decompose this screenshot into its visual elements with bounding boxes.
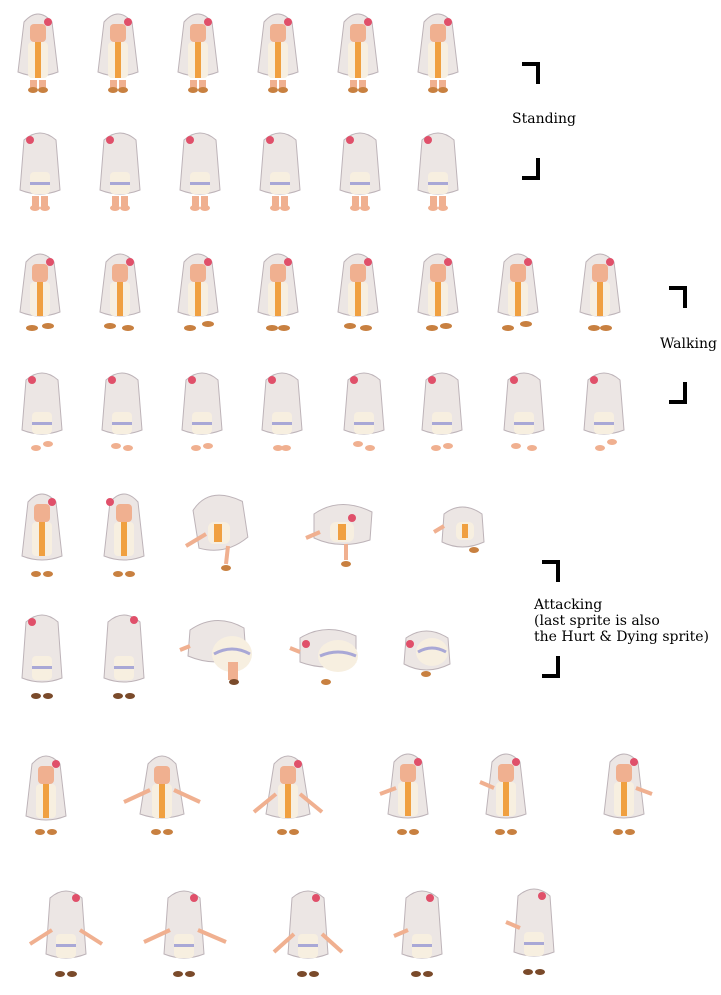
sprite-standing-front-3 — [177, 13, 219, 93]
sprite-walking-back-6 — [421, 372, 463, 451]
walking-label: Walking — [660, 336, 717, 352]
sprite-standing-back-1 — [19, 132, 61, 211]
sprite-walking-back-8 — [583, 372, 625, 451]
sprite-walking-back-3 — [181, 372, 223, 451]
sprite-attacking-front-4 — [305, 503, 373, 567]
sprite-casting-front-2 — [123, 755, 201, 835]
sprite-attacking-back-5 — [403, 630, 451, 677]
standing-label: Standing — [512, 111, 576, 127]
sprite-walking-back-5 — [343, 372, 385, 451]
attacking-label-line1: Attacking — [534, 597, 603, 613]
sprite-casting-front-3 — [252, 755, 324, 835]
sprite-standing-front-6 — [417, 13, 459, 93]
walking-bracket-bottom — [669, 382, 687, 404]
sprite-walking-front-7 — [497, 253, 539, 331]
sprite-walking-front-2 — [99, 253, 141, 331]
sprite-casting-front-6 — [603, 753, 653, 835]
sprite-walking-front-6 — [417, 253, 459, 331]
sprite-attacking-front-3 — [184, 494, 249, 571]
sprite-standing-front-4 — [257, 13, 299, 93]
sprite-walking-back-7 — [503, 372, 545, 451]
sprite-casting-front-4 — [379, 753, 429, 835]
attacking-label-line2: (last sprite is also — [534, 613, 660, 629]
walking-bracket-top — [669, 286, 687, 308]
attacking-bracket-top — [542, 560, 560, 582]
sprite-walking-front-1 — [19, 253, 61, 331]
standing-bracket-top — [522, 62, 540, 84]
sprite-standing-back-2 — [99, 132, 141, 211]
sprite-walking-back-1 — [21, 372, 63, 451]
sprite-attacking-front-1 — [21, 493, 63, 577]
sprite-casting-back-2 — [143, 890, 227, 977]
sprite-attacking-back-2 — [103, 614, 145, 699]
sprite-standing-back-3 — [179, 132, 221, 211]
sprite-casting-front-1 — [25, 755, 67, 835]
sprite-standing-back-5 — [339, 132, 381, 211]
sprite-attacking-back-1 — [21, 614, 63, 699]
sprite-casting-back-1 — [28, 890, 104, 977]
sprite-walking-back-4 — [261, 372, 303, 451]
sprite-walking-front-5 — [337, 253, 379, 331]
sprite-standing-front-2 — [97, 13, 139, 93]
attacking-label-line3: the Hurt & Dying sprite) — [534, 629, 710, 645]
sprite-walking-front-8 — [579, 253, 621, 331]
sprite-casting-back-3 — [272, 890, 344, 977]
sprite-attacking-back-3 — [179, 620, 252, 685]
sprite-casting-front-5 — [479, 753, 527, 835]
sprite-standing-front-1 — [17, 13, 59, 93]
sprite-attacking-front-2 — [103, 493, 145, 577]
sprite-attacking-front-5 — [432, 506, 485, 553]
sprite-walking-front-4 — [257, 253, 299, 331]
sprite-walking-front-3 — [177, 253, 219, 331]
sprite-standing-back-6 — [417, 132, 459, 211]
standing-bracket-bottom — [522, 158, 540, 180]
attacking-bracket-bottom — [542, 656, 560, 678]
sprite-attacking-back-4 — [289, 629, 358, 685]
sprite-casting-back-4 — [393, 890, 443, 977]
sprite-standing-back-4 — [259, 132, 301, 211]
sprite-walking-back-2 — [101, 372, 143, 451]
sprite-casting-back-5 — [505, 888, 555, 975]
sprite-standing-front-5 — [337, 13, 379, 93]
